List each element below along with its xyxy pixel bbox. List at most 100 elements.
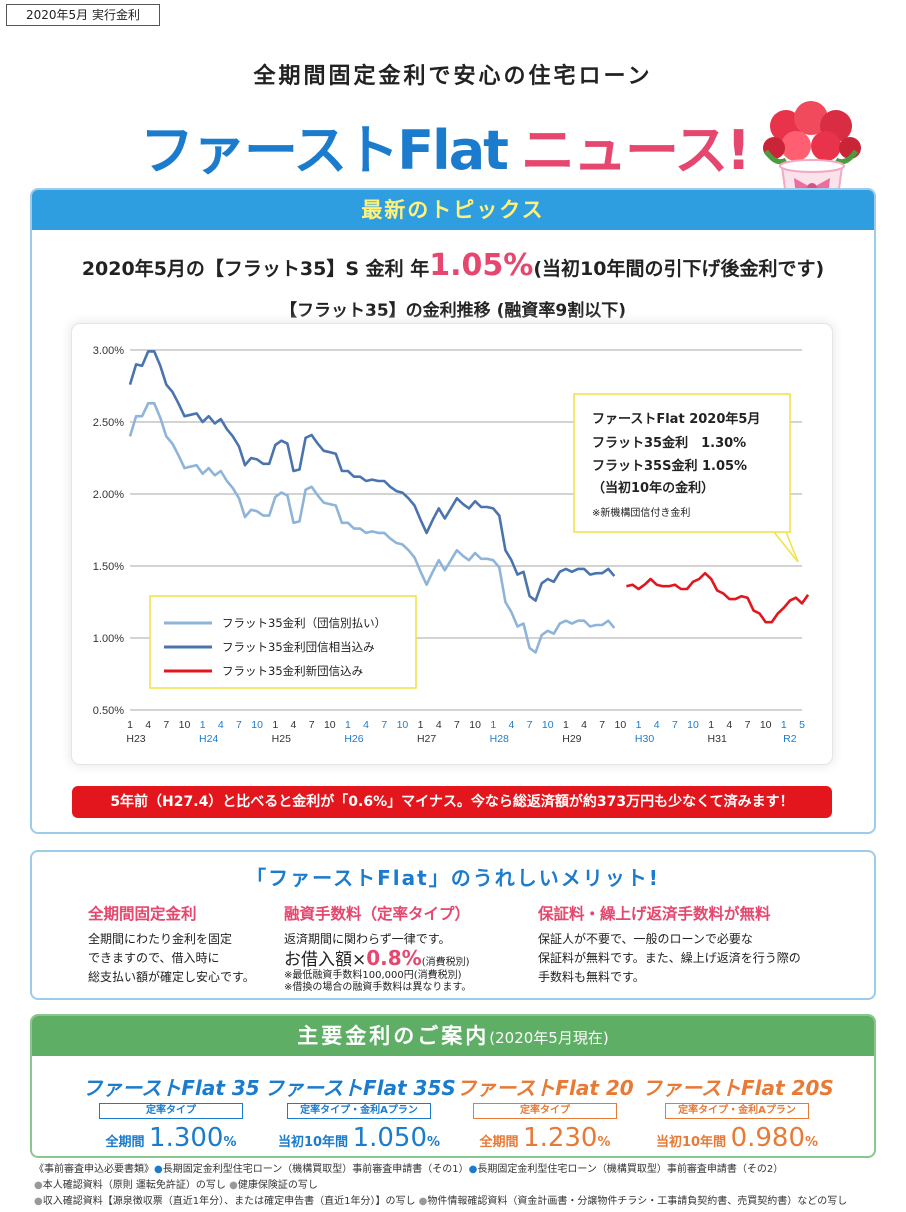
merit-text: 手数料も無料です。 <box>538 970 645 984</box>
x-tick-label: 4 <box>291 719 297 731</box>
merit-text: 保証料が無料です。また、繰上げ返済を行う際の <box>538 951 801 965</box>
x-year-label: H23 <box>126 733 145 745</box>
legend-label: フラット35金利新団信込み <box>222 664 363 678</box>
callout-pointer <box>773 531 799 563</box>
topics-panel: 最新のトピックス 2020年5月の【フラット35】S 金利 年1.05%(当初1… <box>30 188 876 834</box>
rate-prefix: 2020年5月の【フラット35】S 金利 年 <box>81 258 430 280</box>
x-tick-label: 10 <box>615 719 627 731</box>
x-year-label: R2 <box>783 733 797 745</box>
merit-text: 保証人が不要で、一般のローンで必要な <box>538 932 753 946</box>
merit-text: 返済期間に関わらず一律です。 <box>284 932 451 946</box>
product-type: 定率タイプ <box>99 1103 243 1119</box>
legend-label: フラット35金利団信相当込み <box>222 640 375 654</box>
x-tick-label: 10 <box>687 719 699 731</box>
x-tick-label: 1 <box>781 719 787 731</box>
series-line <box>128 350 616 602</box>
callout-text: フラット35金利 1.30% <box>592 435 746 451</box>
x-tick-label: 4 <box>436 719 442 731</box>
x-tick-label: 1 <box>272 719 278 731</box>
merits-title: 「ファーストFlat」のうれしいメリット! <box>246 866 660 890</box>
product-flat20: ファーストFlat 20 定率タイプ 全期間 1.230% <box>450 1072 640 1153</box>
x-year-label: H28 <box>490 733 509 745</box>
title-blue: ファーストFlat <box>140 119 509 182</box>
page-subtitle: 全期間固定金利で安心の住宅ローン <box>253 64 653 89</box>
merit-text: できますので、借入時に <box>88 951 220 965</box>
y-tick-label: 2.50% <box>93 417 124 429</box>
footer-line: 《事前審査申込必要書類》●長期固定金利型住宅ローン（機構買取型）事前審査申請書（… <box>34 1164 784 1175</box>
legend-box <box>149 595 417 689</box>
merit-title: 全期間固定金利 <box>88 905 197 923</box>
fee-rate: お借入額×0.8%(消費税別) <box>284 946 470 970</box>
x-tick-label: 1 <box>636 719 642 731</box>
page-title: ファーストFlat ニュース! <box>140 106 751 185</box>
callout-text: ※新機構団信付き金利 <box>592 506 690 519</box>
x-tick-label: 7 <box>527 719 533 731</box>
x-tick-label: 4 <box>654 719 660 731</box>
x-tick-label: 7 <box>236 719 242 731</box>
product-name: ファーストFlat 35S <box>264 1076 456 1100</box>
x-tick-label: 1 <box>490 719 496 731</box>
product-flat20s: ファーストFlat 20S 定率タイプ・金利Aプラン 当初10年間 0.980% <box>642 1072 834 1153</box>
merit-title: 融資手数料（定率タイプ） <box>284 905 471 923</box>
x-tick-label: 10 <box>251 719 263 731</box>
x-tick-label: 10 <box>324 719 336 731</box>
legend-label: フラット35金利（団信別払い） <box>222 616 386 630</box>
x-year-label: H29 <box>562 733 581 745</box>
rate-chart: 3.00% 2.50% 2.00% 1.50% 1.00% 0.50% 1 4 7 10 1 4 7 10… <box>72 324 832 764</box>
x-tick-label: 7 <box>163 719 169 731</box>
x-tick-label: 1 <box>200 719 206 731</box>
callout-box <box>573 393 791 533</box>
product-type: 定率タイプ・金利Aプラン <box>287 1103 431 1119</box>
x-tick-label: 1 <box>418 719 424 731</box>
x-tick-label: 7 <box>454 719 460 731</box>
product-flat35: ファーストFlat 35 定率タイプ 全期間 1.300% <box>76 1072 266 1153</box>
y-tick-label: 1.50% <box>93 561 124 573</box>
callout-text: （当初10年の金利） <box>592 480 714 496</box>
product-type: 定率タイプ <box>473 1103 617 1119</box>
x-year-label: H24 <box>199 733 218 745</box>
x-tick-label: 7 <box>309 719 315 731</box>
rate-chart-svg: 3.00%2.50%2.00%1.50%1.00%0.50%1 4 7 10 1 4 7 10… <box>93 345 810 745</box>
callout-text: フラット35S金利 1.05% <box>592 458 747 474</box>
x-tick-label: 1 <box>345 719 351 731</box>
x-year-label: H26 <box>344 733 363 745</box>
series-line <box>128 402 616 654</box>
rate-value: 1.05% <box>429 248 534 283</box>
x-tick-label: 7 <box>672 719 678 731</box>
x-tick-label: 4 <box>581 719 587 731</box>
series-line <box>626 571 810 624</box>
x-tick-label: 10 <box>469 719 481 731</box>
rates-date: (2020年5月現在) <box>489 1029 609 1047</box>
x-year-label: H31 <box>708 733 727 745</box>
chart-title: 【フラット35】の金利推移 (融資率9割以下) <box>280 301 626 321</box>
x-year-label: H25 <box>272 733 291 745</box>
merit-fee: 融資手数料（定率タイプ） 返済期間に関わらず一律です。 お借入額×0.8%(消費… <box>284 902 544 994</box>
x-tick-label: 7 <box>745 719 751 731</box>
footer-line: ●収入確認資料【源泉徴収票（直近1年分）、または確定申告書（直近1年分）】の写し… <box>34 1196 848 1207</box>
product-type: 定率タイプ・金利Aプラン <box>665 1103 809 1119</box>
x-tick-label: 4 <box>218 719 224 731</box>
x-tick-label: 1 <box>563 719 569 731</box>
x-tick-label: 10 <box>397 719 409 731</box>
product-rate: 当初10年間 1.050% <box>277 1123 441 1153</box>
merits-panel: 「ファーストFlat」のうれしいメリット! 全期間固定金利 全期間にわたり金利を… <box>30 850 876 1000</box>
rates-header: 主要金利のご案内(2020年5月現在) <box>32 1016 874 1056</box>
y-tick-label: 2.00% <box>93 489 124 501</box>
x-tick-label: 10 <box>542 719 554 731</box>
x-tick-label: 4 <box>145 719 151 731</box>
rate-suffix: (当初10年間の引下げ後金利です) <box>533 258 825 280</box>
merit-no-fees: 保証料・繰上げ返済手数料が無料 保証人が不要で、一般のローンで必要な 保証料が無… <box>538 902 838 987</box>
x-tick-label: 1 <box>708 719 714 731</box>
product-rate: 全期間 1.300% <box>105 1123 237 1153</box>
y-tick-label: 1.00% <box>93 633 124 645</box>
topics-header: 最新のトピックス <box>32 190 874 230</box>
product-name: ファーストFlat 20 <box>456 1076 634 1100</box>
product-rate: 全期間 1.230% <box>479 1123 611 1153</box>
x-year-label: H27 <box>417 733 436 745</box>
x-tick-label: 10 <box>179 719 191 731</box>
merit-text: 全期間にわたり金利を固定 <box>88 932 233 946</box>
date-tag: 2020年5月 実行金利 <box>6 4 160 26</box>
title-pink: ニュース! <box>520 119 751 182</box>
rates-panel: 主要金利のご案内(2020年5月現在) ファーストFlat 35 定率タイプ 全… <box>30 1014 876 1158</box>
required-documents-footer: 《事前審査申込必要書類》●長期固定金利型住宅ローン（機構買取型）事前審査申請書（… <box>34 1162 884 1210</box>
